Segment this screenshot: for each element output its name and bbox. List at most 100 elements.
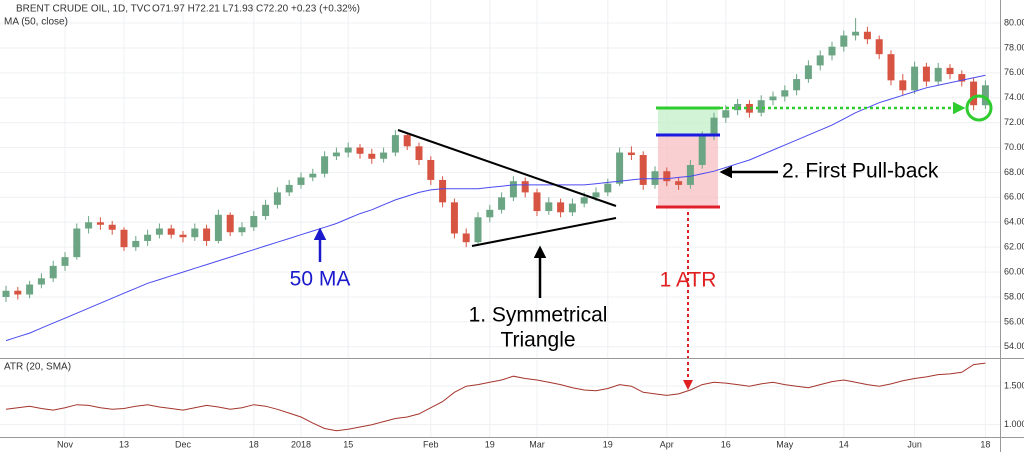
candle-body — [887, 54, 895, 81]
candle-body — [698, 136, 706, 165]
candle-body — [875, 39, 883, 55]
profit-zone — [658, 108, 718, 135]
candle-body — [356, 147, 364, 154]
candle-body — [981, 85, 989, 106]
ma-legend: MA (50, close) — [4, 17, 68, 28]
candle-body — [321, 156, 329, 174]
candle-body — [427, 160, 435, 180]
candle-body — [403, 135, 411, 147]
y-tick-label: 66.00 — [1004, 192, 1024, 202]
annotation: Triangle — [500, 329, 575, 352]
candle-body — [273, 192, 281, 205]
candle-body — [120, 229, 128, 248]
candle-body — [970, 81, 978, 106]
candle-body — [332, 152, 340, 157]
candle-body — [96, 222, 104, 225]
candle-body — [686, 164, 694, 185]
x-tick-label: Jun — [907, 439, 922, 449]
y-tick-label: 76.00 — [1004, 67, 1024, 77]
candle-body — [108, 224, 116, 230]
annotation: 1 ATR — [660, 269, 717, 292]
candle-body — [226, 214, 234, 233]
candle-body — [863, 31, 871, 40]
candle-body — [958, 74, 966, 82]
atr-line — [5, 362, 986, 432]
candle-body — [710, 117, 718, 137]
candle-body — [722, 110, 730, 118]
triangle-upper — [397, 129, 617, 207]
x-tick-label: 18 — [980, 439, 990, 449]
x-tick-label: 19 — [485, 439, 495, 449]
candle-body — [203, 228, 211, 241]
candle-body — [380, 152, 388, 159]
y-tick-label: 78.00 — [1004, 42, 1024, 52]
quote: O71.97 H72.21 L71.93 C72.20 +0.23 (+0.32… — [152, 4, 360, 15]
candle-body — [49, 265, 57, 279]
symbol: BRENT CRUDE OIL, 1D, TVC — [16, 4, 151, 15]
triangle-lower — [471, 217, 617, 247]
candle-body — [132, 240, 140, 248]
candle-body — [545, 202, 553, 212]
plot — [2, 18, 989, 432]
candle-body — [757, 100, 765, 113]
candle-body — [568, 203, 576, 213]
ma-line — [5, 74, 986, 342]
candle-body — [769, 96, 777, 101]
candle-body — [498, 197, 506, 210]
candle-body — [61, 257, 69, 266]
target-circle — [965, 94, 993, 122]
candle-body — [474, 217, 482, 243]
candle-body — [899, 80, 907, 91]
candle-body — [781, 90, 789, 97]
y-tick-label: 62.00 — [1004, 242, 1024, 252]
candle-body — [14, 290, 22, 295]
candle-body — [663, 171, 671, 182]
y-tick-label: 1.0000 — [1004, 419, 1024, 429]
candle-body — [616, 152, 624, 184]
candle-body — [533, 192, 541, 212]
y-tick-label: 72.00 — [1004, 117, 1024, 127]
x-tick-label: May — [776, 439, 794, 449]
x-tick-label: Feb — [423, 439, 439, 449]
candle-body — [840, 35, 848, 47]
y-tick-label: 80.00 — [1004, 17, 1024, 27]
candle-body — [344, 147, 352, 153]
candle-body — [734, 103, 742, 111]
candle-body — [793, 79, 801, 91]
candle-body — [26, 284, 34, 295]
x-tick-label: 19 — [603, 439, 613, 449]
candle-body — [2, 290, 10, 297]
annotation: 1. Symmetrical — [469, 304, 608, 327]
candle-body — [368, 153, 376, 159]
candle-body — [852, 31, 860, 36]
candle-body — [167, 228, 175, 235]
x-tick-label: 18 — [249, 439, 259, 449]
candle-body — [804, 65, 812, 80]
candle-body — [911, 66, 919, 91]
x-tick-label: Mar — [529, 439, 545, 449]
y-tick-label: 64.00 — [1004, 217, 1024, 227]
candle-body — [285, 184, 293, 193]
x-tick-label: Dec — [175, 439, 192, 449]
x-tick-label: 14 — [839, 439, 849, 449]
grid — [0, 0, 1000, 437]
annotation: 50 MA — [290, 268, 351, 291]
candle-body — [745, 103, 753, 113]
candle-body — [639, 155, 647, 185]
atr-legend: ATR (20, SMA) — [4, 362, 71, 373]
candle-body — [309, 173, 317, 178]
candle-body — [557, 202, 565, 213]
candle-body — [651, 171, 659, 185]
y-tick-label: 60.00 — [1004, 266, 1024, 276]
candle-body — [297, 177, 305, 185]
candle-body — [580, 197, 588, 204]
candle-body — [144, 234, 152, 241]
x-tick-label: 2018 — [291, 439, 311, 449]
candle-body — [946, 67, 954, 75]
candle-body — [73, 228, 81, 258]
candle-body — [922, 66, 930, 82]
y-tick-label: 1.5000 — [1004, 381, 1024, 391]
y-tick-label: 58.00 — [1004, 291, 1024, 301]
